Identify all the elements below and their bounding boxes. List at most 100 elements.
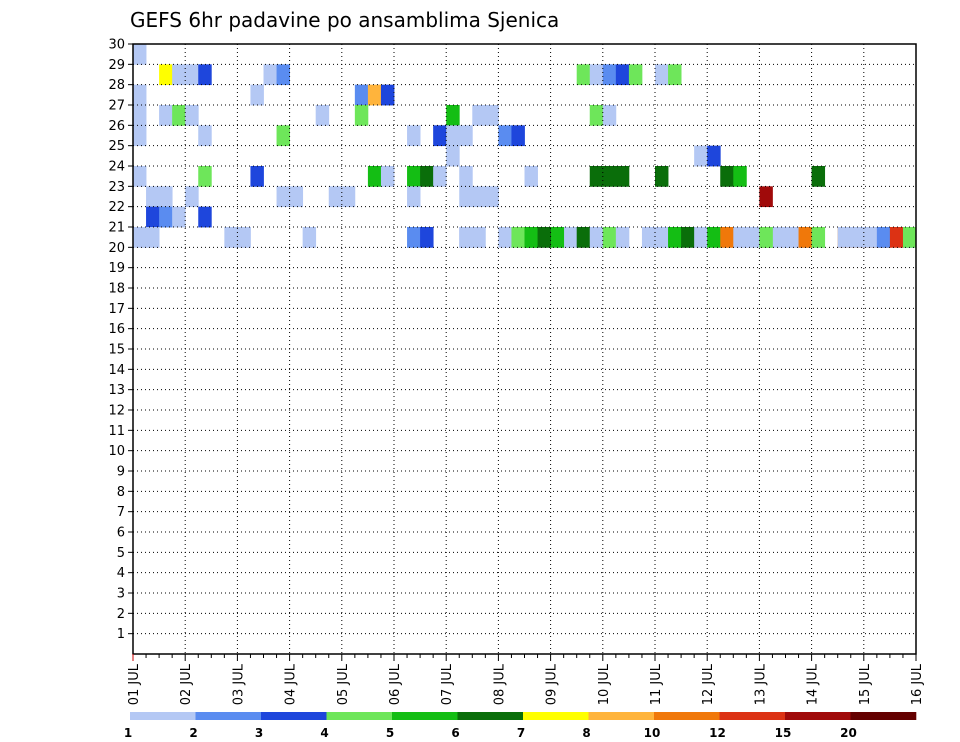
heatmap-cell [628, 64, 643, 86]
heatmap-cell [720, 227, 734, 248]
heatmap-cell [485, 105, 499, 126]
x-tick-label: 06 JUL [388, 663, 403, 705]
heatmap-cell [720, 166, 734, 187]
heatmap-cell [746, 227, 760, 248]
y-tick-label: 11 [108, 424, 125, 439]
heatmap-cell [315, 105, 330, 126]
heatmap-cell [811, 227, 826, 248]
heatmap-cell [459, 125, 473, 147]
heatmap-cell [563, 227, 578, 248]
y-tick-label: 14 [108, 363, 125, 378]
heatmap-cell [159, 64, 173, 86]
heatmap-cell [589, 166, 604, 187]
x-tick-label: 04 JUL [284, 663, 299, 705]
x-tick-label: 03 JUL [231, 663, 246, 705]
heatmap-cell [472, 105, 486, 126]
heatmap-cell [850, 227, 865, 248]
heatmap-cell [433, 125, 447, 147]
heatmap-cell [524, 227, 538, 248]
x-axis: 01 JUL 02 JUL 03 JUL 04 JUL 05 JUL 06 JUL 07 J… [127, 654, 925, 705]
y-tick-label: 28 [108, 78, 125, 93]
legend-label: 3 [255, 726, 263, 740]
heatmap-cell [354, 105, 369, 126]
y-tick-label: 6 [117, 526, 125, 541]
heatmap-cell [237, 227, 251, 248]
y-tick-label: 20 [108, 241, 125, 256]
heatmap-cell [380, 166, 395, 187]
color-legend: 1 2 3 4 5 6 7 8 10 12 15 20 [124, 712, 917, 740]
heatmap-cell [328, 186, 343, 208]
x-tick-label: 01 JUL [127, 663, 142, 705]
legend-swatch [719, 712, 786, 720]
heatmap-cell [133, 227, 147, 248]
heatmap-cell [472, 227, 486, 248]
y-tick-label: 8 [117, 485, 125, 500]
y-tick-label: 4 [117, 566, 125, 581]
y-tick-label: 17 [108, 302, 125, 317]
heatmap-cell [576, 64, 591, 86]
heatmap-cell [472, 186, 486, 208]
heatmap-cell [511, 227, 525, 248]
heatmap-cell [694, 145, 708, 167]
heatmap-cell [198, 64, 212, 86]
heatmap-cell [146, 206, 160, 228]
heatmap-cell [185, 64, 199, 86]
legend-label: 2 [189, 726, 197, 740]
legend-label: 10 [644, 726, 661, 740]
heatmap-cell [485, 186, 499, 208]
heatmap-cell [459, 166, 473, 187]
y-tick-label: 30 [108, 38, 125, 53]
heatmap-cell [576, 227, 591, 248]
heatmap-cell [133, 125, 147, 147]
x-tick-label: 15 JUL [858, 663, 873, 705]
heatmap-cell [198, 125, 212, 147]
heatmap-cell [367, 84, 382, 106]
y-axis: 1234567891011121314151617181920212223242… [108, 38, 133, 642]
legend-label: 4 [320, 726, 328, 740]
y-tick-label: 22 [108, 200, 125, 215]
heatmap-cell [446, 125, 460, 147]
y-tick-label: 2 [117, 607, 125, 622]
heatmap-cell [172, 105, 186, 126]
heatmap-cell [250, 166, 264, 187]
heatmap-cell [407, 125, 421, 147]
heatmap-cell [655, 64, 669, 86]
heatmap-cell [198, 166, 212, 187]
heatmap-cell [550, 227, 565, 248]
heatmap-cell [459, 186, 473, 208]
legend-label: 12 [709, 726, 726, 740]
heatmap-cell [185, 186, 199, 208]
heatmap-cell [380, 84, 395, 106]
legend-swatch [654, 712, 720, 720]
heatmap-cell [433, 166, 447, 187]
x-tick-label: 08 JUL [492, 663, 507, 705]
legend-label: 15 [775, 726, 792, 740]
heatmap-cell [511, 125, 525, 147]
heatmap-cell [289, 186, 304, 208]
heatmap-cell [146, 227, 160, 248]
heatmap-cell [602, 227, 617, 248]
y-tick-label: 27 [108, 99, 125, 114]
legend-swatch [588, 712, 655, 720]
y-tick-label: 12 [108, 404, 125, 419]
y-tick-label: 25 [108, 139, 125, 154]
legend-label: 20 [840, 726, 857, 740]
heatmap-cell [159, 206, 173, 228]
heatmap-cell [407, 166, 421, 187]
heatmap-cell [446, 105, 460, 126]
heatmap-cell [185, 105, 199, 126]
heatmap-cell [354, 84, 369, 106]
heatmap-cell [668, 64, 682, 86]
x-tick-label: 13 JUL [753, 663, 768, 705]
heatmap-cell [146, 186, 160, 208]
heatmap-cell [707, 145, 721, 167]
heatmap-cell [602, 64, 617, 86]
heatmap-cell [655, 227, 669, 248]
x-tick-label: 10 JUL [597, 663, 612, 705]
heatmap-cell [263, 64, 277, 86]
legend-label: 6 [451, 726, 459, 740]
heatmap-cell [798, 227, 812, 248]
heatmap-cell [615, 166, 630, 187]
heatmap-cell [589, 64, 604, 86]
